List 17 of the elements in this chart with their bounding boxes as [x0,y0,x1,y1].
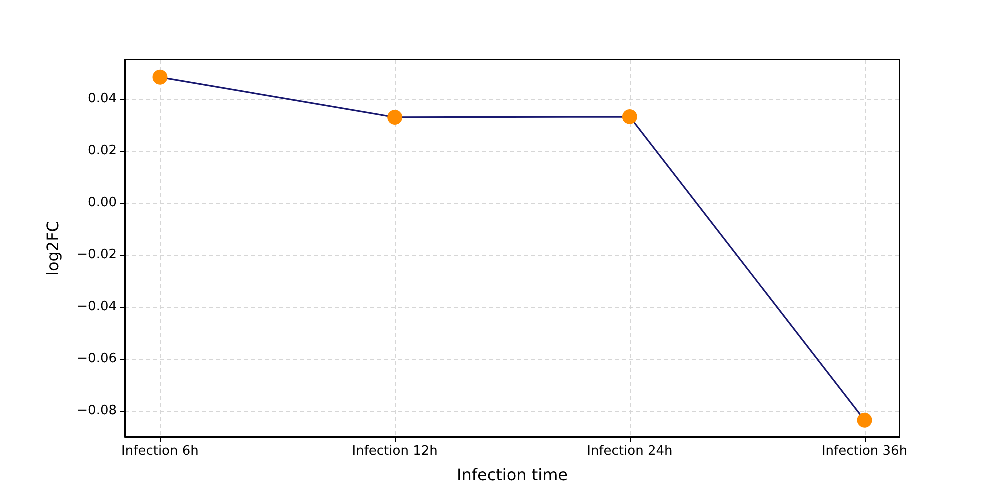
y-tick-label: −0.04 [77,300,117,314]
y-axis-title: log2FC [44,221,62,276]
y-tick-label: −0.06 [77,352,117,366]
y-tick-label: −0.02 [77,248,117,262]
y-tick-label: 0.02 [88,144,117,158]
x-tick-label: Infection 24h [587,444,673,459]
y-tick-label: 0.00 [88,196,117,210]
point [152,70,168,85]
x-tick-label: Infection 6h [122,444,199,459]
point [388,110,403,125]
y-tick-label: 0.04 [88,92,117,106]
x-axis-title: Infection time [456,466,568,484]
y-tick-label: −0.08 [77,404,117,418]
point [622,109,638,124]
x-tick-label: Infection 12h [352,444,438,459]
x-tick-label: Infection 36h [822,444,908,459]
point [857,412,872,428]
